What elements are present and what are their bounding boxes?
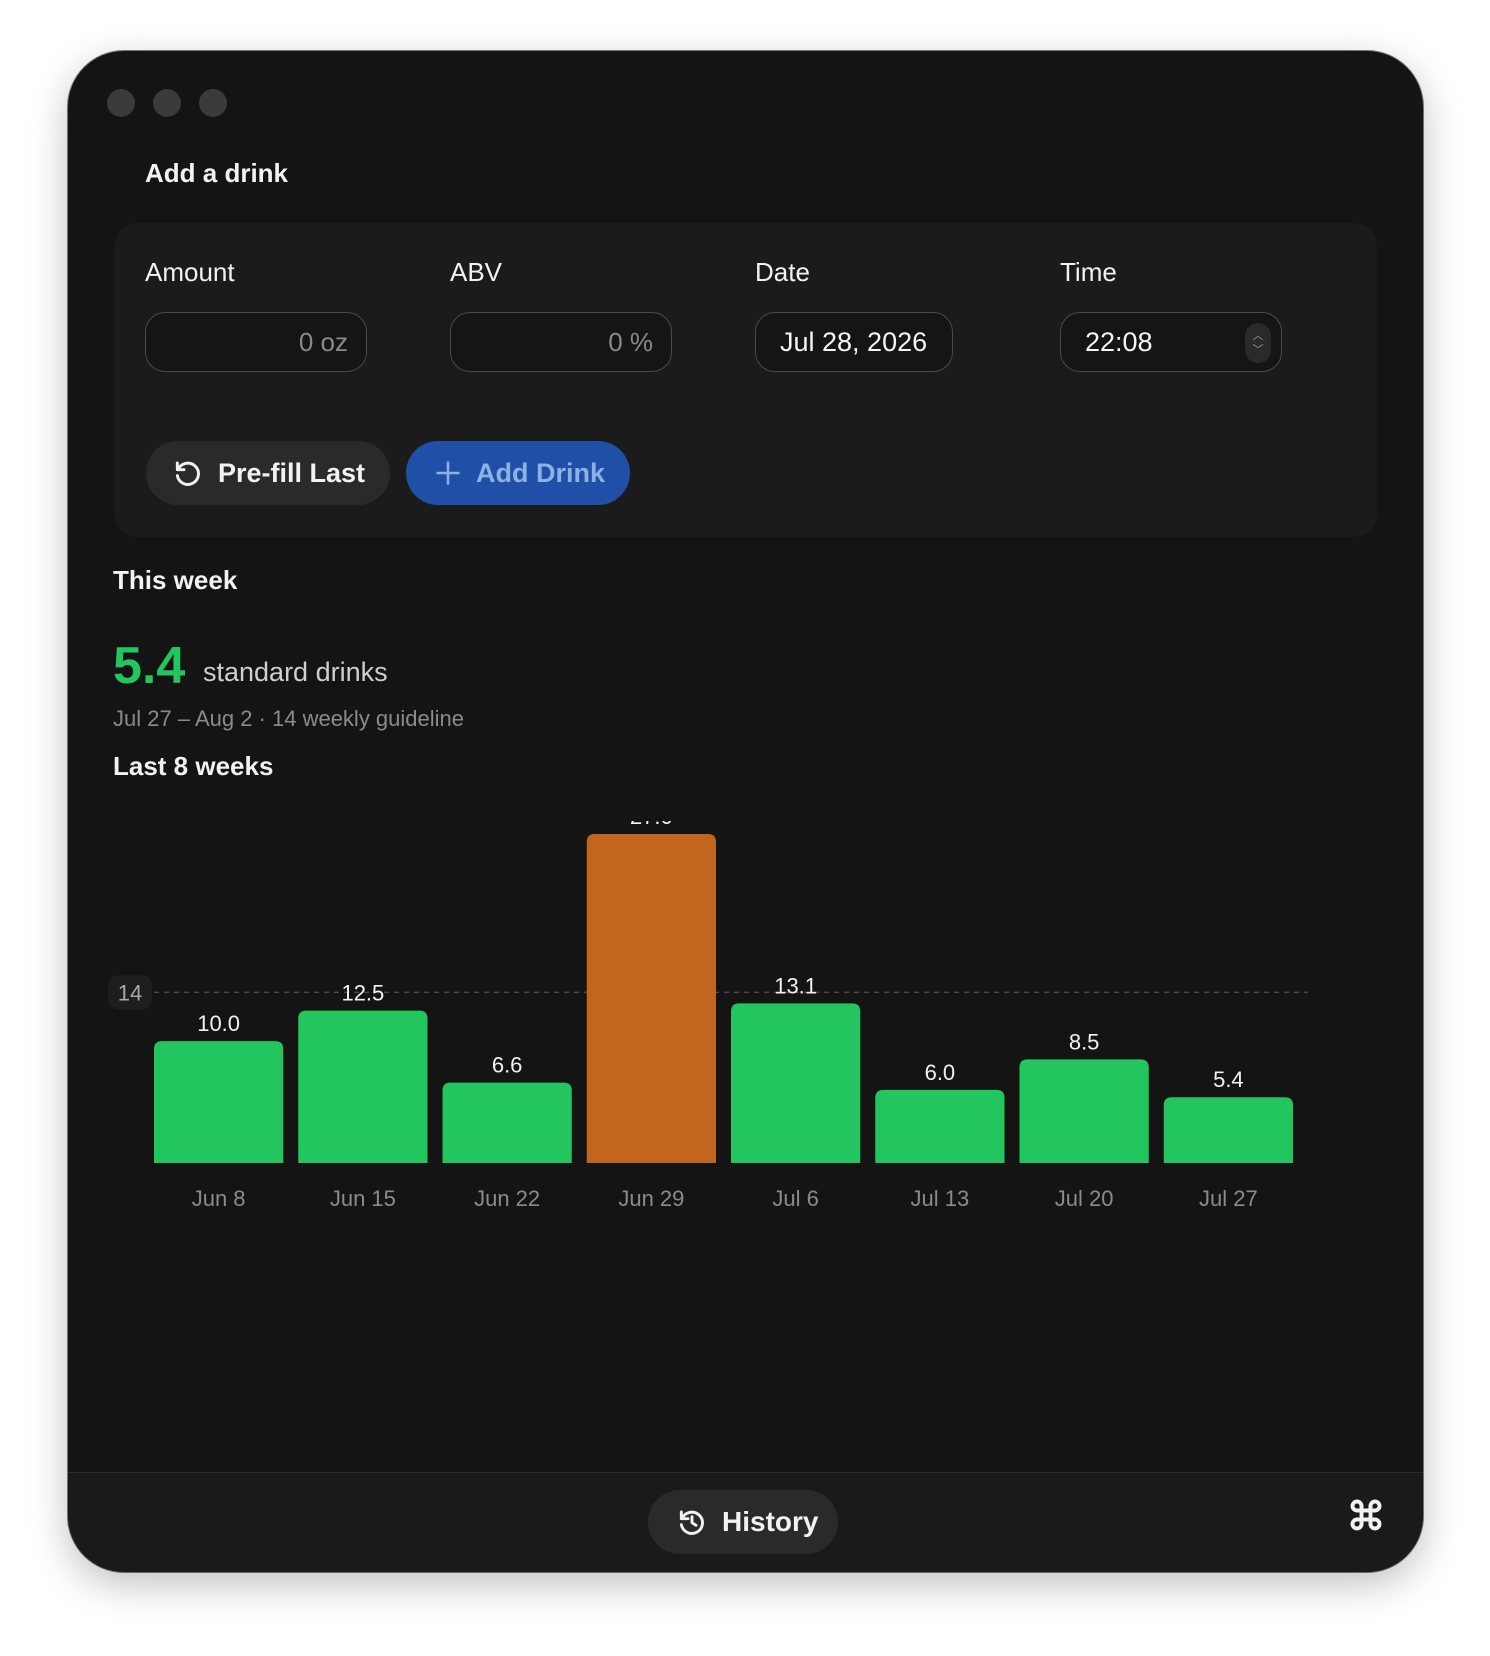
- x-tick-label: Jun 8: [192, 1186, 246, 1211]
- time-label: Time: [1060, 257, 1117, 287]
- history-label: History: [722, 1506, 819, 1537]
- guideline-label-bg: [108, 975, 152, 1010]
- bar-value-label: 5.4: [1213, 1067, 1244, 1092]
- amount-placeholder: 0 oz: [298, 326, 348, 357]
- zoom-window-button[interactable]: [199, 89, 227, 117]
- bar-jun-8: [154, 1041, 284, 1163]
- bar-jul-6: [731, 1003, 861, 1163]
- x-tick-label: Jul 6: [772, 1186, 818, 1211]
- add-drink-button[interactable]: Add Drink: [406, 441, 630, 505]
- this-week-title: This week: [113, 565, 238, 595]
- prefill-last-button[interactable]: Pre-fill Last: [146, 441, 390, 505]
- bar-value-label: 6.0: [925, 1060, 956, 1085]
- abv-label: ABV: [450, 257, 503, 287]
- bar-jun-22: [442, 1082, 572, 1163]
- bar-value-label: 27.0: [630, 821, 673, 829]
- minimize-window-button[interactable]: [153, 89, 181, 117]
- x-tick-label: Jul 20: [1055, 1186, 1114, 1211]
- x-tick-label: Jun 15: [330, 1186, 396, 1211]
- weekly-total: 5.4: [113, 637, 186, 695]
- plus-icon: [436, 461, 460, 485]
- abv-field[interactable]: 0 %: [450, 312, 672, 372]
- app-window: Add a drink Amount 0 oz ABV 0 % Date Jul…: [68, 51, 1423, 1572]
- bar-value-label: 13.1: [774, 973, 817, 998]
- close-window-button[interactable]: [107, 89, 135, 117]
- bar-value-label: 10.0: [197, 1011, 240, 1036]
- footer-bar: History: [68, 1472, 1423, 1572]
- guideline-label: 14: [118, 980, 142, 1005]
- add-drink-card: Amount 0 oz ABV 0 % Date Jul 28, 2026 Ti…: [114, 223, 1377, 537]
- date-label: Date: [755, 257, 810, 287]
- bar-value-label: 6.6: [492, 1053, 523, 1078]
- week-range-subline: Jul 27 – Aug 2 · 14 weekly guideline: [113, 706, 465, 731]
- counterclockwise-arrow-icon: [175, 461, 200, 486]
- bar-jul-27: [1163, 1097, 1293, 1163]
- history-button[interactable]: History: [648, 1490, 838, 1554]
- abv-placeholder: 0 %: [608, 326, 653, 357]
- time-field[interactable]: 22:08 ︿ ﹀: [1060, 312, 1282, 372]
- x-tick-label: Jun 29: [618, 1186, 684, 1211]
- form-title: Add a drink: [145, 158, 289, 188]
- clock-history-icon: [679, 1510, 704, 1535]
- bar-chart-svg: 14 10.0 Jun 8 12.5 Jun 15 6.6 Jun 22 27.0 Jun 29…: [108, 804, 1308, 1211]
- date-value: Jul 28, 2026: [780, 326, 928, 357]
- bar-jul-20: [1019, 1059, 1149, 1163]
- command-key-icon[interactable]: [1348, 1497, 1384, 1533]
- bar-value-label: 8.5: [1069, 1029, 1100, 1054]
- bar-value-label: 12.5: [341, 981, 384, 1006]
- prefill-label: Pre-fill Last: [218, 457, 366, 488]
- chart-title: Last 8 weeks: [113, 751, 274, 781]
- x-tick-label: Jun 22: [474, 1186, 540, 1211]
- weekly-bar-chart: 14 10.0 Jun 8 12.5 Jun 15 6.6 Jun 22 27.0 Jun 29…: [68, 804, 1423, 1321]
- weekly-unit: standard drinks: [203, 657, 388, 687]
- chevron-down-icon[interactable]: ﹀: [1252, 344, 1264, 356]
- bar-jun-15: [298, 1010, 428, 1163]
- x-tick-label: Jul 13: [911, 1186, 970, 1211]
- amount-field[interactable]: 0 oz: [145, 312, 367, 372]
- x-tick-label: Jul 27: [1199, 1186, 1258, 1211]
- time-stepper[interactable]: ︿ ﹀: [1245, 323, 1271, 363]
- date-picker[interactable]: Jul 28, 2026: [755, 312, 953, 372]
- chevron-up-icon[interactable]: ︿: [1252, 330, 1264, 342]
- bar-jun-29: [586, 834, 716, 1163]
- time-value: 22:08: [1085, 326, 1153, 357]
- amount-label: Amount: [145, 257, 235, 287]
- bar-jul-13: [875, 1089, 1005, 1163]
- add-drink-label: Add Drink: [476, 457, 606, 488]
